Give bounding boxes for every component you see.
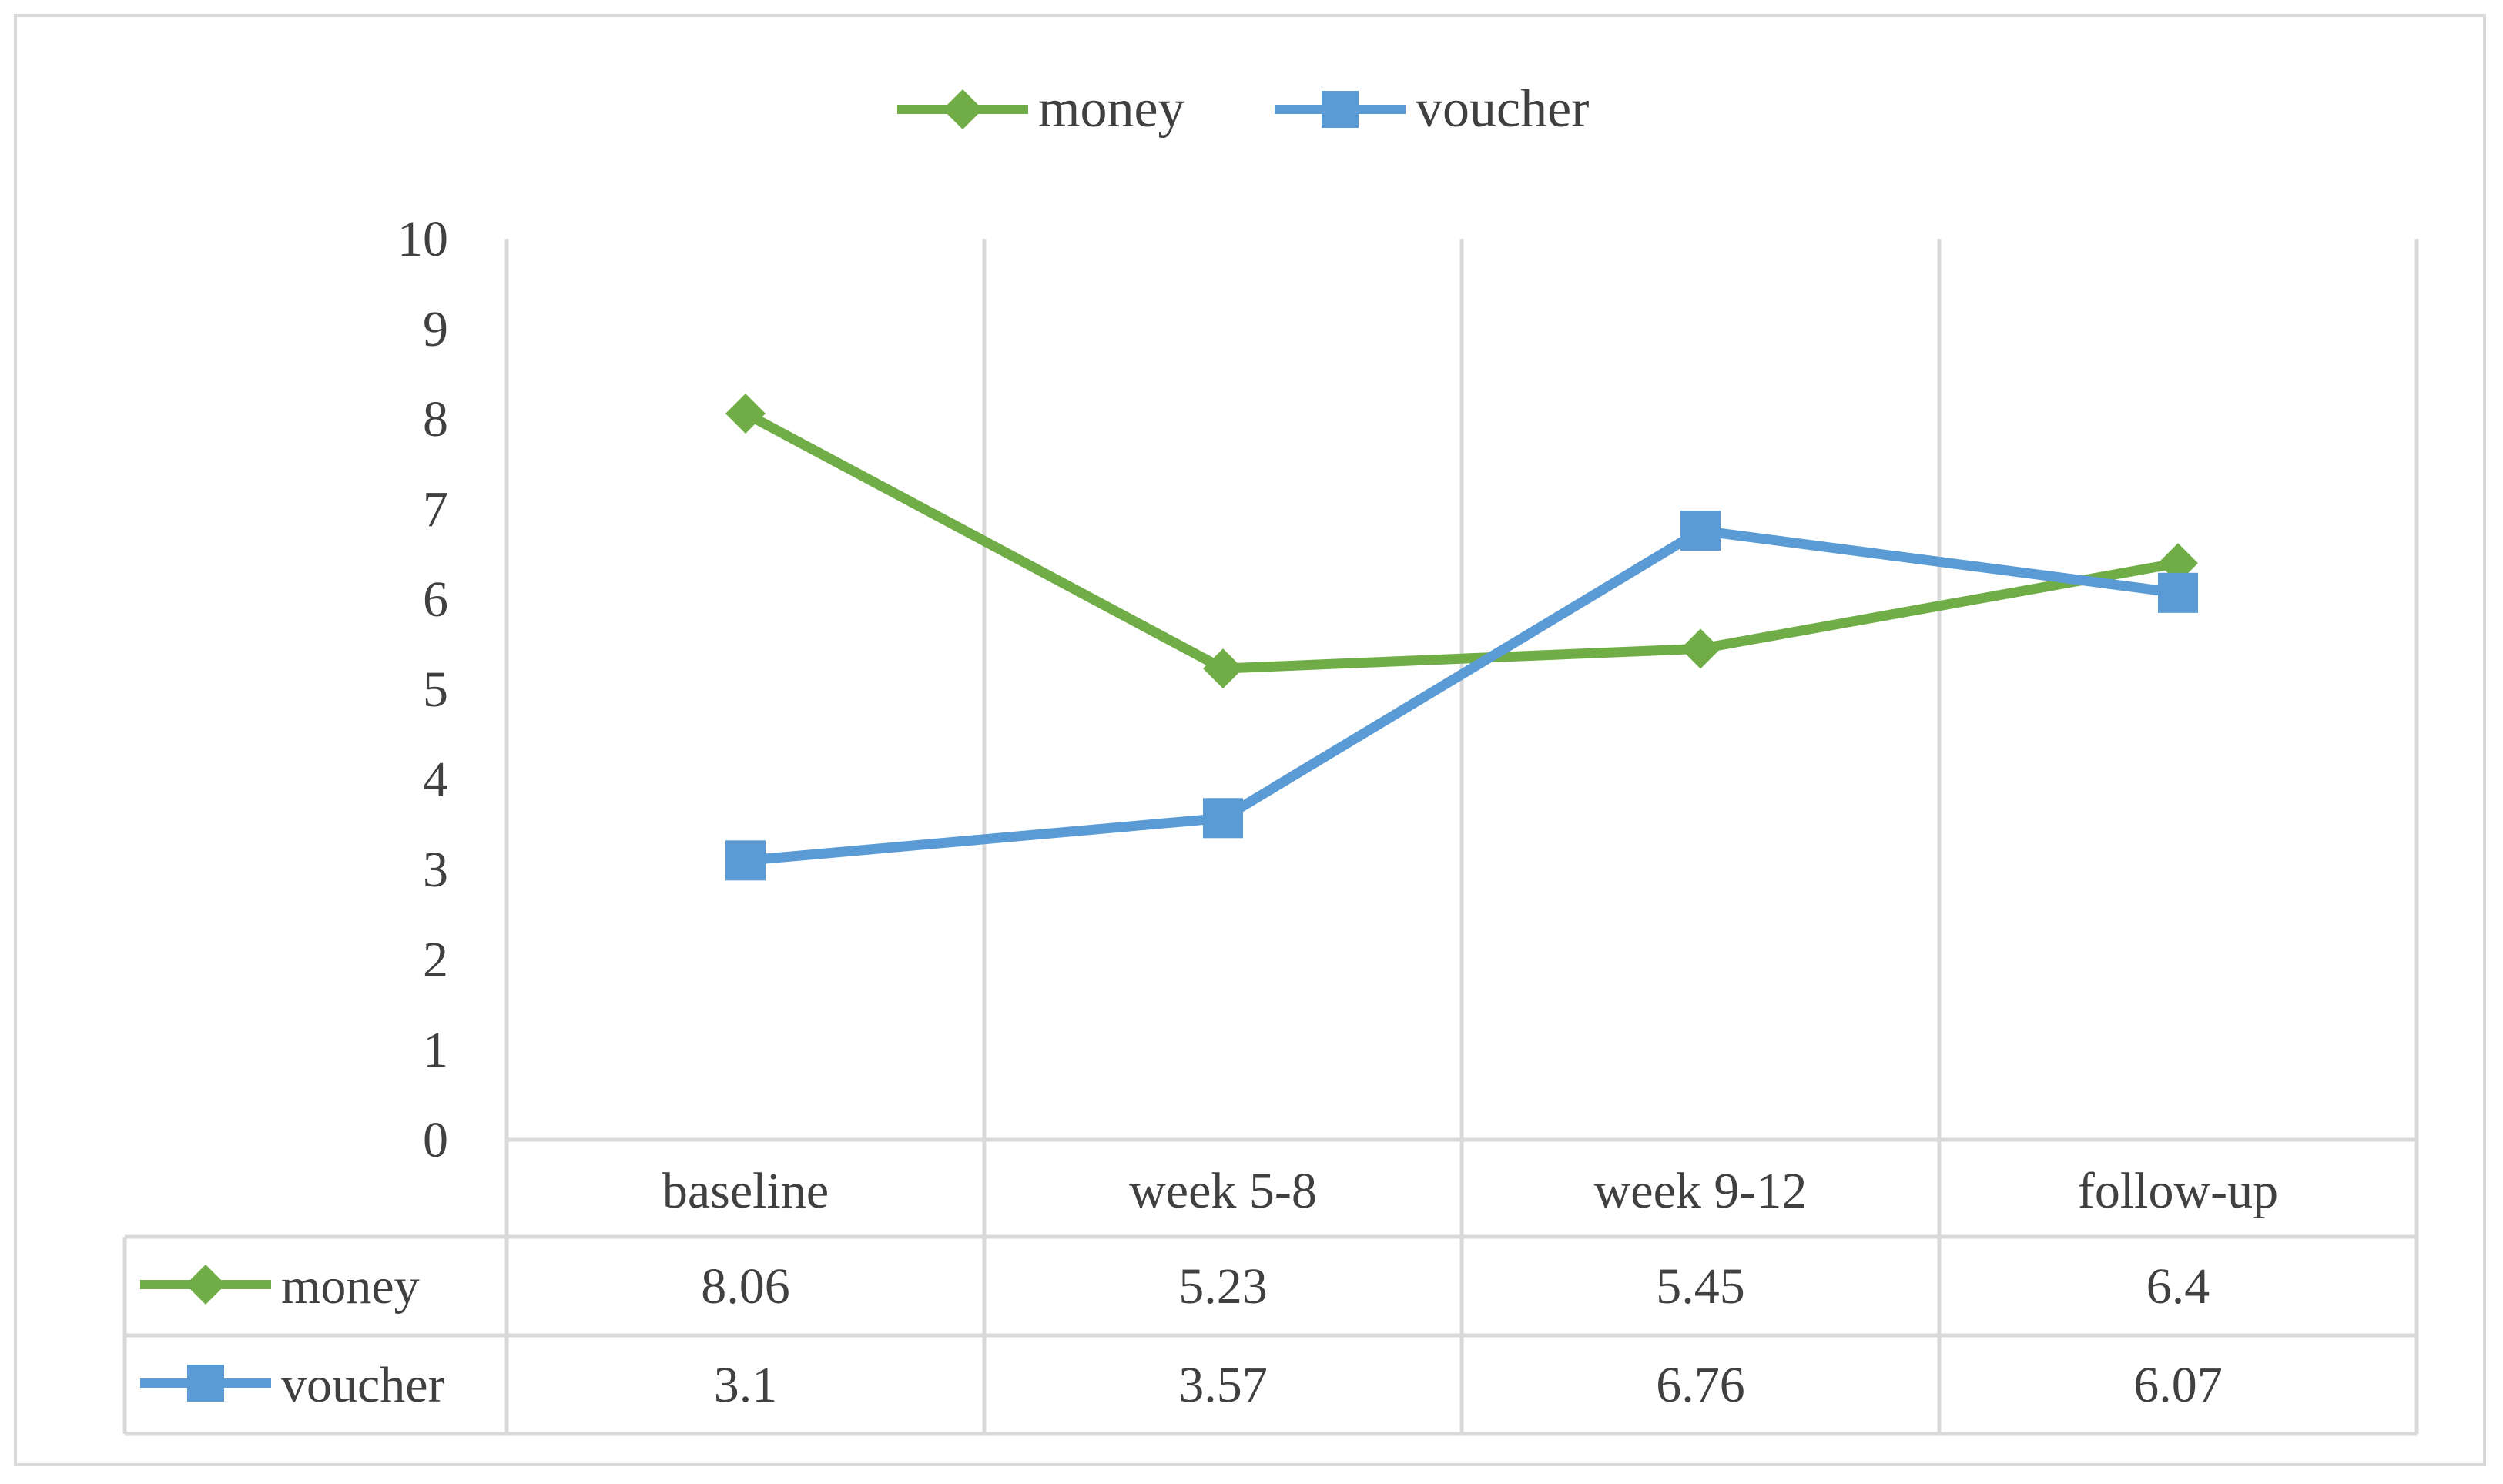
y-tick-label: 10: [397, 211, 448, 267]
legend-marker-voucher: [1322, 91, 1359, 128]
table-cell-value: 6.07: [2133, 1357, 2223, 1413]
series-lines: [725, 393, 2198, 881]
data-point-money: [725, 393, 766, 434]
x-tick-label: week 9-12: [1594, 1163, 1808, 1219]
data-point-voucher: [725, 840, 766, 881]
x-tick-label: baseline: [662, 1163, 829, 1219]
legend-label-money: money: [1038, 79, 1185, 139]
legend: money voucher: [897, 79, 1589, 139]
y-tick-label: 7: [423, 481, 448, 538]
x-tick-label: week 5-8: [1129, 1163, 1317, 1219]
series-line-money: [740, 408, 2183, 674]
data-point-voucher: [2158, 572, 2198, 613]
data-table: baseline week 5-8 week 9-12 follow-up money 8…: [122, 1140, 2419, 1436]
y-tick-label: 2: [423, 932, 448, 988]
series-line-voucher: [740, 525, 2183, 866]
table-legend-marker-voucher: [187, 1365, 224, 1402]
y-tick-label: 4: [423, 752, 448, 808]
table-series-name: voucher: [281, 1357, 445, 1413]
table-cell-value: 3.1: [714, 1357, 778, 1413]
table-cell-value: 5.45: [1656, 1258, 1745, 1315]
grid-lines: [504, 239, 2419, 1142]
table-cell-value: 3.57: [1178, 1357, 1268, 1413]
table-series-name: money: [281, 1258, 420, 1315]
y-axis-ticks: 0 1 2 3 4 5 6 7 8 9 10: [397, 211, 448, 1168]
table-cell-value: 8.06: [701, 1258, 790, 1315]
table-cell-value: 6.76: [1656, 1357, 1745, 1413]
y-tick-label: 9: [423, 301, 448, 357]
chart-frame: [14, 14, 2486, 1466]
x-tick-label: follow-up: [2078, 1163, 2278, 1219]
table-cell-value: 6.4: [2146, 1258, 2210, 1315]
table-cell-value: 5.23: [1178, 1258, 1268, 1315]
legend-label-voucher: voucher: [1416, 79, 1589, 139]
y-tick-label: 5: [423, 662, 448, 718]
data-point-money: [1680, 628, 1721, 669]
y-tick-label: 0: [423, 1112, 448, 1168]
y-tick-label: 1: [423, 1022, 448, 1078]
table-legend-marker-money: [186, 1265, 226, 1305]
legend-marker-money: [943, 89, 983, 129]
data-point-voucher: [1203, 798, 1243, 839]
y-tick-label: 3: [423, 842, 448, 898]
data-point-money: [1203, 648, 1243, 689]
y-tick-label: 8: [423, 391, 448, 447]
data-point-voucher: [1680, 511, 1721, 551]
y-tick-label: 6: [423, 571, 448, 628]
